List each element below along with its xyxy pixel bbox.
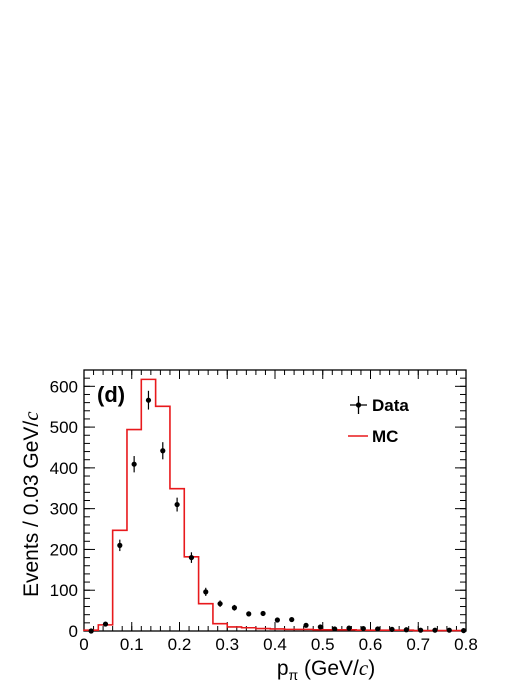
data-point bbox=[160, 448, 166, 454]
legend-data-label: Data bbox=[372, 396, 409, 415]
data-point bbox=[246, 611, 252, 617]
y-axis-title: Events / 0.03 GeV/c bbox=[19, 411, 43, 597]
x-tick-label: 0.3 bbox=[215, 635, 239, 654]
data-point bbox=[203, 589, 209, 595]
data-point bbox=[389, 626, 395, 632]
mc-step-line bbox=[83, 378, 466, 632]
panel-label: (d) bbox=[97, 382, 125, 407]
data-point bbox=[102, 621, 109, 627]
x-tick-label: 0.4 bbox=[263, 635, 287, 654]
y-tick-label: 500 bbox=[50, 418, 78, 437]
x-axis-title: pπ (GeV/c) bbox=[277, 656, 375, 683]
x-tick-label: 0.6 bbox=[359, 635, 383, 654]
legend: Data MC bbox=[348, 396, 409, 446]
data-series bbox=[88, 390, 467, 634]
y-tick-label: 0 bbox=[69, 622, 78, 641]
y-tick-label: 600 bbox=[50, 377, 78, 396]
y-tick-label: 300 bbox=[50, 500, 78, 519]
y-tick-label: 200 bbox=[50, 540, 78, 559]
y-tick-label: 400 bbox=[50, 459, 78, 478]
data-point bbox=[461, 627, 467, 634]
data-point bbox=[231, 605, 238, 611]
data-point bbox=[88, 628, 94, 634]
data-point bbox=[332, 626, 338, 632]
x-tick-label: 0.5 bbox=[311, 635, 335, 654]
data-point bbox=[117, 542, 123, 548]
data-point bbox=[403, 627, 409, 633]
data-point bbox=[289, 616, 295, 623]
data-point bbox=[317, 624, 323, 630]
legend-data-marker-dot bbox=[355, 402, 362, 408]
data-point bbox=[274, 617, 280, 623]
x-tick-label: 0.2 bbox=[168, 635, 192, 654]
data-point bbox=[432, 627, 438, 633]
x-tick-label: 0.7 bbox=[406, 635, 430, 654]
y-tick-label: 100 bbox=[50, 581, 78, 600]
data-point bbox=[303, 622, 309, 628]
data-point bbox=[145, 397, 152, 403]
x-tick-label: 0.8 bbox=[454, 635, 478, 654]
data-point bbox=[260, 610, 266, 617]
data-point bbox=[346, 625, 352, 631]
data-point bbox=[217, 601, 223, 607]
data-point bbox=[446, 627, 452, 633]
x-tick-label: 0.1 bbox=[120, 635, 144, 654]
data-point bbox=[174, 501, 180, 508]
data-point bbox=[188, 554, 195, 561]
x-tick-label: 0 bbox=[79, 635, 88, 654]
data-point bbox=[418, 627, 424, 633]
data-point bbox=[360, 625, 366, 632]
data-point bbox=[375, 626, 381, 632]
data-point bbox=[131, 461, 137, 467]
mc-series bbox=[83, 378, 466, 632]
tick-labels: 0 0.1 0.2 0.3 0.4 0.5 0.6 0.7 0.8 0 100 200 300 400 50… bbox=[50, 377, 478, 654]
legend-mc-label: MC bbox=[372, 427, 398, 446]
